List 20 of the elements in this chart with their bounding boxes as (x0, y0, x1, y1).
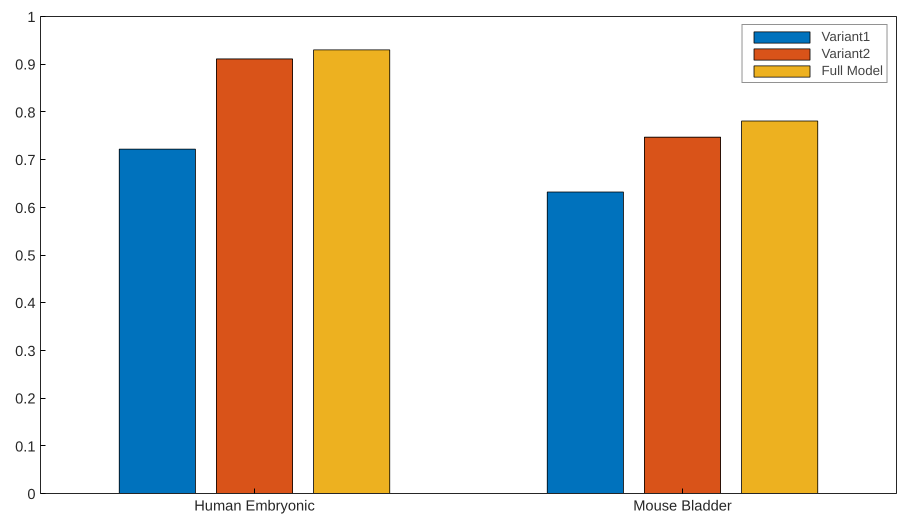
y-tick-label: 1 (27, 10, 36, 26)
y-tick-label: 0.4 (15, 296, 36, 312)
y-tick-label: 0.5 (15, 248, 36, 264)
legend-label: Variant2 (822, 46, 870, 61)
bar (546, 192, 624, 494)
y-tick-label: 0.3 (15, 344, 36, 360)
bar (313, 49, 390, 494)
y-tick-label: 0.8 (15, 105, 36, 122)
x-tick-label: Human Embryonic (194, 498, 315, 514)
y-tick-label: 0.2 (15, 392, 36, 408)
y-tick-label: 0.1 (15, 439, 36, 456)
y-tick-label: 0.6 (15, 200, 36, 217)
y-tick-label: 0.7 (15, 153, 36, 170)
legend-label: Variant1 (822, 29, 870, 44)
y-tick-label: 0.9 (15, 58, 36, 74)
y-tick-label: 0 (27, 487, 36, 503)
bar (118, 148, 196, 494)
x-tick-label: Mouse Bladder (633, 498, 732, 514)
bar (741, 120, 818, 494)
legend-label: Full Model (822, 63, 883, 78)
